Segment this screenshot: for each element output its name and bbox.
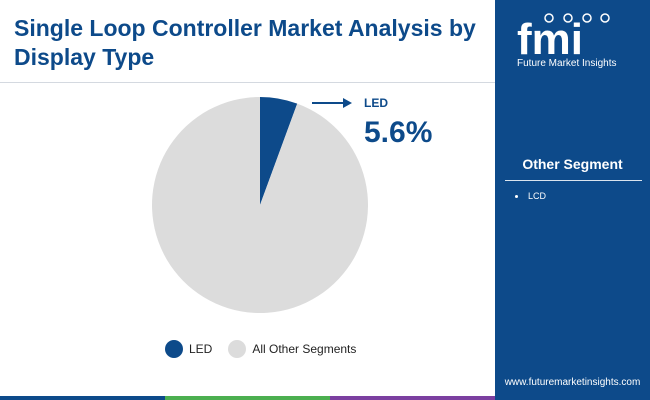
chart-legend: LED All Other Segments	[165, 340, 372, 358]
segment-list-item: LCD	[515, 191, 546, 201]
callout-label: LED	[364, 96, 388, 110]
callout-value: 5.6%	[364, 116, 433, 149]
pie-chart	[152, 97, 368, 313]
title-divider	[0, 82, 495, 83]
bottom-bar-segment-1	[0, 396, 165, 400]
legend-label-other: All Other Segments	[252, 342, 357, 356]
segment-title: Other Segment	[522, 156, 623, 172]
bullet-icon	[515, 194, 518, 198]
brand-name: Future Market Insights	[517, 58, 617, 69]
pie-slices	[152, 97, 368, 313]
sidebar: fmi Future Market Insights Other Segment…	[495, 0, 650, 400]
fmi-logo: fmi	[517, 13, 610, 58]
legend-item-other: All Other Segments	[228, 340, 356, 358]
segment-divider	[505, 180, 642, 181]
bottom-bar-segment-4	[495, 396, 650, 400]
website-url: www.futuremarketinsights.com	[504, 377, 641, 388]
legend-label-led: LED	[189, 342, 213, 356]
legend-item-led: LED	[165, 340, 212, 358]
callout-arrow	[312, 98, 352, 108]
legend-swatch-other	[228, 340, 247, 358]
pie-slice-all-other-segments	[152, 97, 368, 313]
pie-slice-led	[260, 97, 298, 205]
legend-swatch-led	[165, 340, 183, 358]
segment-label-lcd: LCD	[528, 191, 547, 201]
bottom-bar-segment-3	[330, 396, 495, 400]
bottom-color-bar	[0, 396, 650, 400]
logo-letters: fmi	[517, 15, 583, 58]
bottom-bar-segment-2	[165, 396, 330, 400]
chart-title: Single Loop Controller Market Analysis b…	[14, 15, 476, 70]
